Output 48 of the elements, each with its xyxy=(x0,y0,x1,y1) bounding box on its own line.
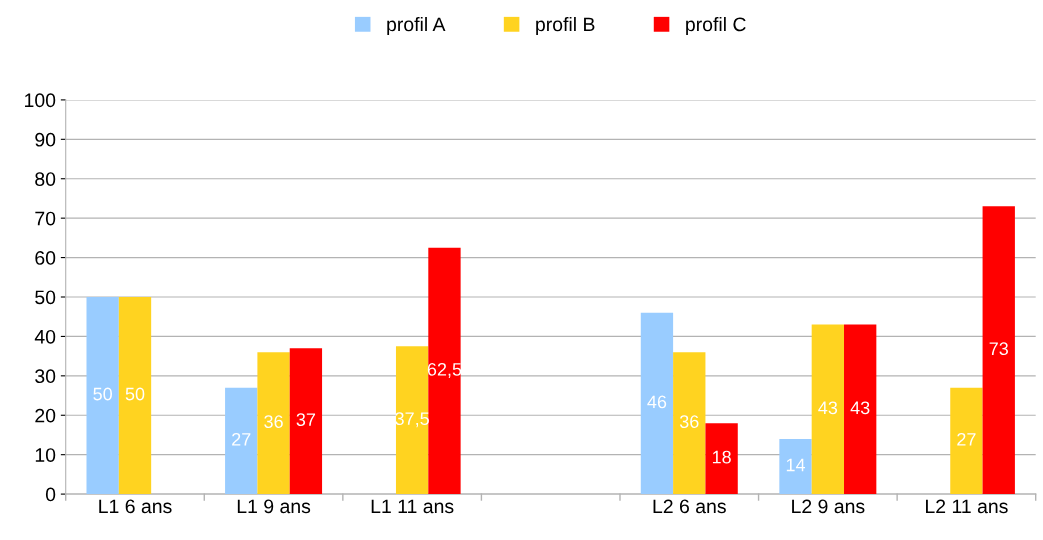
y-tick-label: 30 xyxy=(35,369,56,384)
data-label: 14 xyxy=(786,458,806,472)
data-label: 18 xyxy=(712,450,731,464)
bar xyxy=(428,247,461,495)
data-label: 73 xyxy=(989,342,1008,356)
y-tick-label: 80 xyxy=(35,172,56,186)
bar xyxy=(289,348,323,495)
data-label: 46 xyxy=(647,395,667,409)
legend-label: profil C xyxy=(686,16,746,36)
bar xyxy=(257,352,290,495)
bar xyxy=(811,324,845,495)
x-tick-label: L1 6 ans xyxy=(99,499,172,514)
y-tick-label: 90 xyxy=(35,132,56,147)
legend-label: profil A xyxy=(387,16,446,36)
x-tick-label: L2 9 ans xyxy=(792,499,865,514)
bar xyxy=(395,346,429,495)
data-label: 27 xyxy=(232,432,251,446)
data-label: 36 xyxy=(679,415,699,428)
data-label: 43 xyxy=(850,401,870,415)
y-tick-label: 60 xyxy=(35,251,56,265)
y-tick-label: 70 xyxy=(35,211,56,226)
data-label: 43 xyxy=(818,401,838,415)
bar xyxy=(950,387,983,495)
bar xyxy=(225,387,258,495)
bar xyxy=(705,423,738,495)
bar xyxy=(982,206,1015,495)
data-label: 37 xyxy=(296,413,316,427)
data-label: 36 xyxy=(264,415,283,428)
legend-label: profil B xyxy=(536,16,595,36)
bar xyxy=(118,297,152,495)
bar xyxy=(844,324,877,495)
x-tick-label: L2 11 ans xyxy=(926,499,1008,514)
data-label: 50 xyxy=(125,387,145,401)
y-tick-label: 10 xyxy=(35,448,56,462)
y-tick-label: 50 xyxy=(35,290,56,305)
x-tick-label: L1 9 ans xyxy=(237,499,311,514)
y-tick-label: 100 xyxy=(25,93,56,108)
x-tick-label: L1 11 ans xyxy=(371,499,454,514)
x-tick-label: L2 6 ans xyxy=(653,499,726,514)
y-tick-label: 40 xyxy=(34,329,56,344)
data-label: 27 xyxy=(957,432,976,446)
bar xyxy=(673,352,706,495)
bar xyxy=(640,312,674,495)
y-tick-label: 0 xyxy=(45,487,56,502)
y-tick-label: 20 xyxy=(35,408,56,423)
bar xyxy=(779,438,812,495)
bar xyxy=(86,297,119,495)
data-label: 50 xyxy=(93,387,112,401)
